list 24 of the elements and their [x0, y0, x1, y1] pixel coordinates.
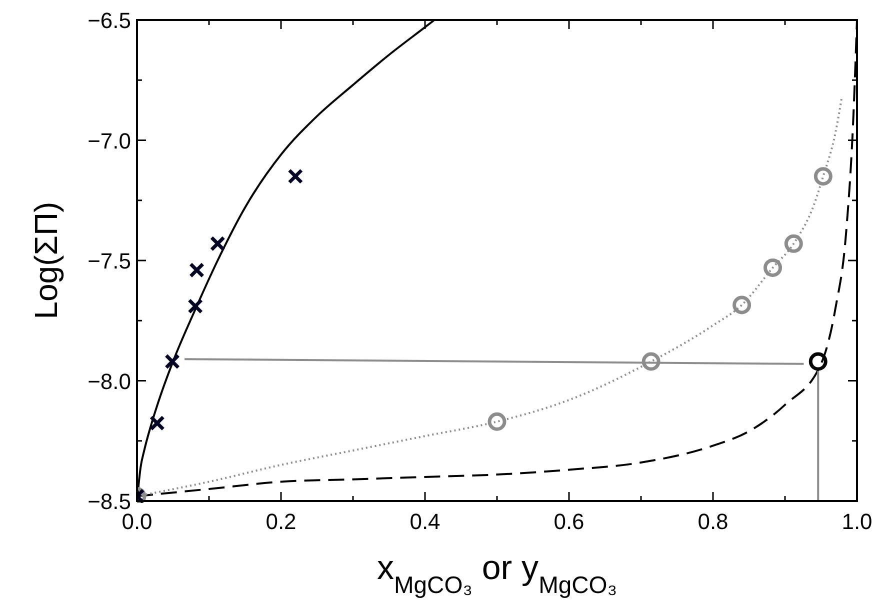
y-tick-label: −7.5 — [88, 248, 131, 274]
y-tick-label: −6.5 — [88, 8, 131, 33]
y-tick-label: −7.0 — [88, 128, 131, 154]
x-tick-label: 0.6 — [554, 509, 584, 534]
x-tick-label: 0.4 — [410, 509, 440, 534]
point — [808, 352, 828, 371]
point — [784, 234, 803, 253]
y-axis-title: Log(ΣΠ) — [28, 202, 64, 320]
x-tick-label: 1.0 — [842, 509, 872, 534]
point — [814, 167, 832, 186]
point — [164, 354, 180, 370]
point — [764, 258, 782, 277]
x-tick-label: 0.2 — [266, 509, 296, 534]
point — [210, 236, 226, 252]
point — [642, 352, 660, 371]
point — [149, 415, 165, 431]
point — [288, 168, 304, 184]
y-tick-label: −8.0 — [88, 368, 131, 394]
point — [189, 262, 205, 278]
point — [188, 298, 204, 314]
point — [732, 296, 752, 314]
x-tick-label: 0.8 — [698, 509, 728, 534]
x-axis-title: x$_{MgCO₃}$ or y$_{MgCO₃}$ — [376, 549, 618, 598]
point — [488, 412, 506, 431]
